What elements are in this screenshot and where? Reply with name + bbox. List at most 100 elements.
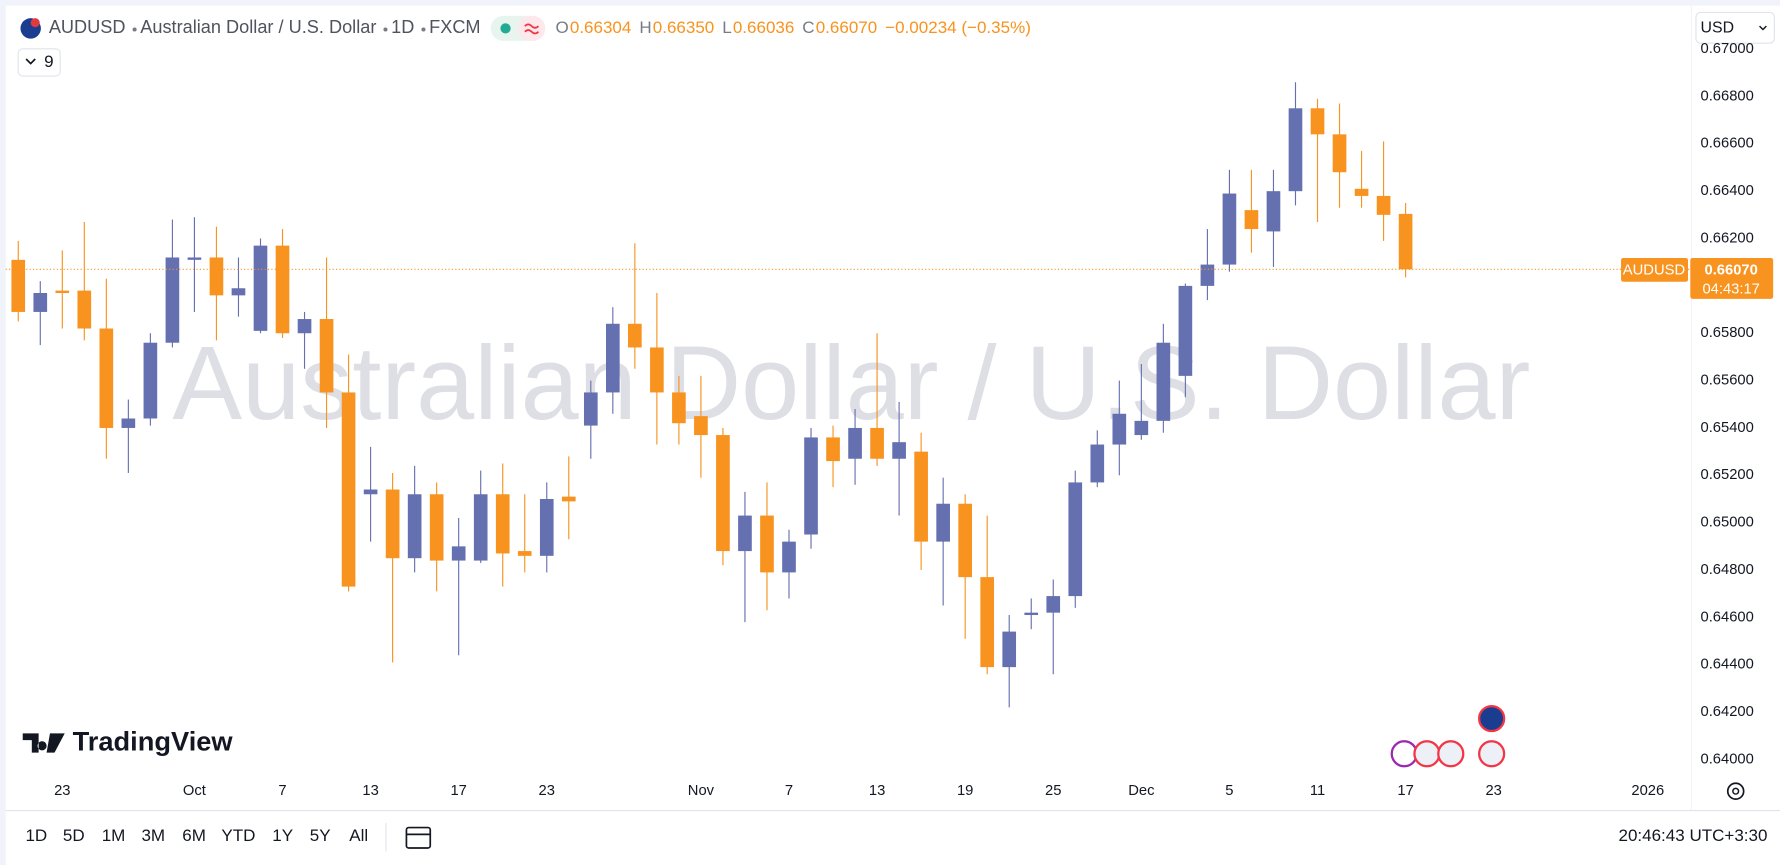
- change: −0.00234 (−0.35%): [885, 18, 1031, 37]
- currency-label: USD: [1701, 20, 1735, 37]
- candle-body: [1222, 193, 1237, 265]
- x-tick-label: 7: [278, 783, 286, 799]
- event-icon: [1390, 740, 1418, 768]
- candle-body: [583, 392, 598, 426]
- range-button[interactable]: 5Y: [310, 826, 331, 845]
- candle-body: [11, 259, 26, 312]
- candle-body: [1310, 108, 1325, 135]
- range-button[interactable]: 1M: [102, 826, 126, 845]
- logo-icon: [22, 733, 65, 753]
- ohlc-value: 0.66070: [816, 18, 878, 37]
- watermark-group: Australian Dollar / U.S. Dollar: [172, 325, 1530, 442]
- range-button[interactable]: All: [349, 826, 368, 845]
- candle-body: [165, 257, 180, 343]
- x-tick-label: Oct: [183, 783, 206, 799]
- x-tick-label: 19: [957, 783, 973, 799]
- y-tick-label: 0.65400: [1701, 420, 1754, 436]
- symbol-description: Australian Dollar / U.S. Dollar: [140, 17, 376, 37]
- event-icon: [1437, 740, 1465, 768]
- x-tick-label: 11: [1310, 783, 1325, 799]
- candle-body: [407, 494, 422, 559]
- ohlc-value: 0.66036: [733, 18, 795, 37]
- x-tick-label: 23: [1485, 783, 1501, 799]
- symbol-flag-part: [30, 18, 40, 28]
- candle-body: [606, 323, 620, 393]
- candle-body: [826, 437, 840, 462]
- candle-body: [187, 257, 202, 260]
- candle-body: [672, 392, 686, 424]
- logo-text: TradingView: [73, 726, 234, 757]
- bottom-toolbar: 1D 5D 1M 3M 6M YTD 1Y 5Y All: [25, 826, 368, 845]
- candle-body: [738, 515, 752, 552]
- legend-header: AUDUSD Australian Dollar / U.S. Dollar 1D F…: [20, 15, 1031, 41]
- candle-body: [319, 319, 334, 393]
- candle-body: [473, 494, 488, 561]
- range-button[interactable]: 3M: [141, 826, 165, 845]
- left-border: [0, 0, 6, 865]
- date-range-icon[interactable]: [405, 826, 432, 849]
- candle-body: [694, 416, 708, 436]
- plot-area: [5, 82, 1692, 708]
- candle-body: [33, 292, 48, 312]
- y-tick-label: 0.64800: [1701, 562, 1754, 578]
- range-button[interactable]: 6M: [182, 826, 206, 845]
- x-tick-label: 17: [450, 783, 466, 799]
- candle-body: [870, 427, 884, 459]
- candle-body: [341, 392, 356, 587]
- indicators-toggle[interactable]: [17, 48, 61, 77]
- candle-body: [297, 319, 312, 334]
- candle-body: [1398, 213, 1413, 270]
- countdown-label: 04:43:17: [1702, 282, 1759, 298]
- candle-body: [1090, 444, 1105, 483]
- chevron-icon: [1759, 25, 1767, 31]
- candle-body: [231, 288, 246, 296]
- event-icons: [1390, 704, 1506, 768]
- indicators-count: 9: [44, 52, 53, 71]
- x-tick-label: 13: [869, 783, 885, 799]
- ohlc-label: O: [555, 18, 568, 37]
- range-button[interactable]: 1Y: [272, 826, 293, 845]
- candle-body: [958, 503, 972, 578]
- x-tick-label: 25: [1045, 783, 1061, 799]
- candle-body: [1068, 482, 1083, 597]
- ohlc-value: 0.66304: [570, 18, 632, 37]
- event-icon: [1413, 740, 1441, 768]
- y-tick-label: 0.65200: [1701, 467, 1754, 483]
- range-button[interactable]: 5D: [63, 826, 85, 845]
- separator-dot: [421, 27, 426, 32]
- candle-body: [628, 323, 642, 348]
- y-tick-label: 0.65000: [1701, 515, 1754, 531]
- candle-body: [429, 494, 444, 561]
- y-tick-label: 0.64600: [1701, 609, 1754, 625]
- candle-body: [760, 515, 774, 573]
- settings-icon-center: [1732, 787, 1740, 795]
- settings-icon[interactable]: [1726, 782, 1745, 801]
- calendar-icon: [405, 826, 432, 849]
- separator-dot: [383, 27, 388, 32]
- candle-body: [209, 257, 224, 296]
- candle-body: [253, 245, 268, 331]
- range-button[interactable]: YTD: [221, 826, 255, 845]
- candle-body: [561, 496, 576, 502]
- candle-body: [1332, 134, 1347, 173]
- ohlc-value: 0.66350: [653, 18, 715, 37]
- currency-dropdown[interactable]: [1695, 11, 1775, 44]
- x-tick-label: 2026: [1631, 783, 1664, 799]
- candle-body: [804, 437, 818, 535]
- symbol: AUDUSD: [49, 17, 126, 37]
- range-button[interactable]: 1D: [25, 826, 47, 845]
- candle-body: [55, 290, 70, 293]
- top-border: [0, 0, 1780, 6]
- x-tick-label: 13: [362, 783, 378, 799]
- watermark: Australian Dollar / U.S. Dollar: [172, 325, 1530, 442]
- candle-body: [1046, 596, 1061, 613]
- ohlc-label: L: [722, 18, 731, 37]
- candle-body: [848, 427, 862, 459]
- symbol-price-tag: [1621, 257, 1689, 282]
- x-tick-label: 23: [539, 783, 555, 799]
- candle-body: [1244, 210, 1259, 230]
- price-tag-label: 0.66070: [1704, 262, 1757, 278]
- candle-body: [1178, 285, 1193, 376]
- candle-body: [363, 489, 378, 495]
- y-tick-label: 0.64200: [1701, 704, 1754, 720]
